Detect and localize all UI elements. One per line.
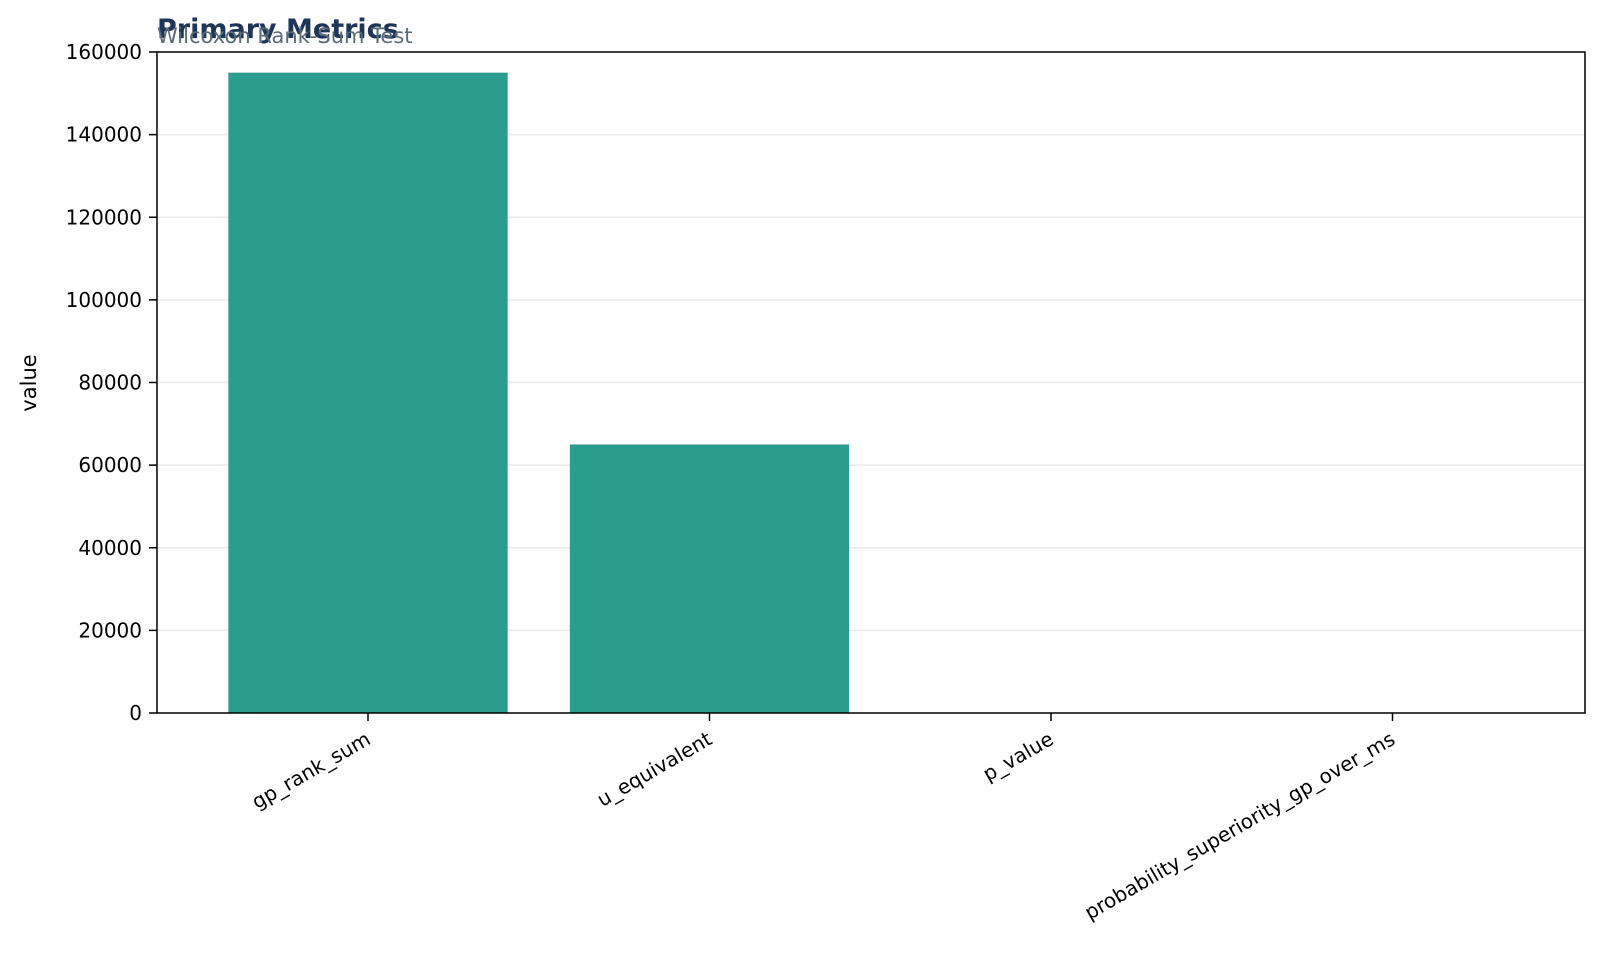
bars — [228, 72, 1533, 713]
y-tick-label: 140000 — [66, 123, 142, 147]
x-tick-label: u_equivalent — [593, 726, 716, 811]
x-axis-ticks: gp_rank_sum u_equivalent p_value probabilit… — [248, 713, 1399, 924]
y-axis-ticks: 0 20000 40000 60000 80000 100000 120000 140000 1… — [66, 40, 157, 725]
y-tick-label: 0 — [129, 701, 142, 725]
x-tick-label: p_value — [979, 727, 1058, 786]
y-tick-label: 120000 — [66, 205, 142, 229]
y-tick-label: 60000 — [78, 453, 142, 477]
y-tick-label: 160000 — [66, 40, 142, 64]
x-tick-label: probability_superiority_gp_over_ms — [1080, 727, 1399, 925]
bar-u-equivalent — [569, 444, 850, 713]
y-tick-label: 40000 — [78, 536, 142, 560]
bar-gp-rank-sum — [228, 72, 508, 713]
chart-subtitle: Wilcoxon Rank-Sum Test — [157, 24, 413, 48]
y-tick-label: 20000 — [78, 618, 142, 642]
x-tick-label: gp_rank_sum — [248, 727, 375, 814]
y-tick-label: 100000 — [66, 288, 142, 312]
y-axis-label: value — [17, 354, 41, 411]
chart-title: Primary Metrics — [157, 14, 399, 45]
y-tick-label: 80000 — [78, 371, 142, 395]
